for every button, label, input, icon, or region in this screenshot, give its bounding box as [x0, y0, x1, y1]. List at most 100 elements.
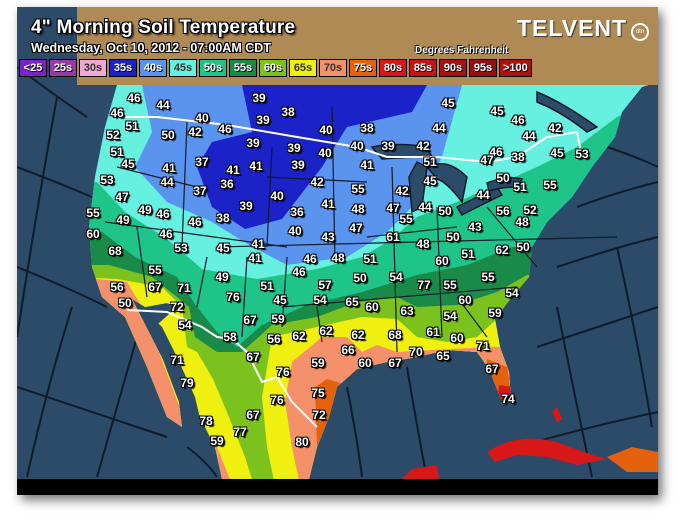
station-temperature: 59	[210, 434, 224, 448]
station-temperature: 61	[386, 230, 400, 244]
station-temperature: 46	[156, 207, 170, 221]
station-temperature: 54	[443, 309, 457, 323]
station-temperature: 48	[351, 202, 365, 216]
station-temperature: 45	[216, 241, 230, 255]
station-temperature: 38	[360, 121, 374, 135]
station-temperature: 48	[331, 251, 345, 265]
station-temperature: 56	[496, 204, 510, 218]
station-temperature: 67	[246, 350, 260, 364]
map-datetime: Wednesday, Oct 10, 2012 - 07:00AM CDT	[31, 41, 271, 55]
legend-swatch: 60s	[259, 59, 287, 77]
station-temperature: 80	[295, 435, 309, 449]
station-temperature: 51	[125, 119, 139, 133]
station-temperature: 40	[350, 139, 364, 153]
station-temperature: 67	[485, 362, 499, 376]
legend-swatch: 30s	[79, 59, 107, 77]
station-temperature: 40	[195, 111, 209, 125]
station-temperature: 61	[426, 325, 440, 339]
station-temperature: 39	[291, 158, 305, 172]
legend-swatch: 90s	[439, 59, 467, 77]
station-temperature: 39	[252, 91, 266, 105]
legend-swatch: 40s	[139, 59, 167, 77]
station-temperature: 50	[446, 230, 460, 244]
station-temperature: 57	[318, 278, 332, 292]
map-title: 4" Morning Soil Temperature	[31, 17, 296, 38]
station-temperature: 50	[516, 240, 530, 254]
station-temperature: 60	[365, 300, 379, 314]
station-temperature: 55	[443, 278, 457, 292]
soil-temperature-map: 46 44 46 51 40 42 50 46 39 38 39 40 52 39 39 40 51 45 37 41…	[17, 7, 658, 495]
station-temperature: 37	[193, 184, 207, 198]
hispaniola	[607, 447, 658, 472]
station-temperature: 48	[515, 215, 529, 229]
station-temperature: 62	[495, 243, 509, 257]
legend-swatch: 85s	[409, 59, 437, 77]
station-temperature: 41	[251, 237, 265, 251]
station-temperature: 51	[423, 155, 437, 169]
station-temperature: 66	[341, 343, 355, 357]
legend-swatch: 70s	[319, 59, 347, 77]
station-temperature: 53	[174, 241, 188, 255]
station-temperature: 68	[388, 328, 402, 342]
station-temperature: 56	[110, 280, 124, 294]
station-temperature: 50	[161, 128, 175, 142]
station-temperature: 39	[256, 113, 270, 127]
station-temperature: 55	[351, 182, 365, 196]
legend-swatch: 95s	[469, 59, 497, 77]
great-lakes	[370, 90, 599, 216]
legend-swatch: <25	[19, 59, 47, 77]
station-temperature: 41	[226, 163, 240, 177]
us-canada-border	[115, 116, 583, 164]
station-temperature: 47	[115, 190, 129, 204]
station-temperature: 40	[288, 224, 302, 238]
station-temperature: 51	[461, 247, 475, 261]
dtn-logo-badge: dtn	[631, 23, 649, 41]
station-temperature: 65	[345, 295, 359, 309]
station-temperature: 46	[303, 252, 317, 266]
station-temperature: 45	[121, 157, 135, 171]
station-temperature: 49	[138, 203, 152, 217]
station-temperature: 44	[160, 175, 174, 189]
station-temperature: 45	[273, 293, 287, 307]
station-temperature: 55	[399, 212, 413, 226]
station-temperature: 75	[311, 386, 325, 400]
station-temperature: 38	[281, 105, 295, 119]
station-temperature: 52	[523, 203, 537, 217]
station-temperature: 44	[418, 200, 432, 214]
legend-swatch: >100	[499, 59, 532, 77]
station-temperature: 58	[223, 330, 237, 344]
station-temperature: 51	[513, 180, 527, 194]
station-temperature: 42	[310, 175, 324, 189]
station-temperature: 40	[270, 189, 284, 203]
station-temperature: 42	[548, 121, 562, 135]
legend-swatch: 80s	[379, 59, 407, 77]
legend-swatch: 75s	[349, 59, 377, 77]
station-temperature: 42	[188, 125, 202, 139]
station-temperature: 72	[312, 408, 326, 422]
station-temperature: 71	[177, 281, 191, 295]
station-temperature: 41	[249, 159, 263, 173]
station-temperature: 79	[180, 376, 194, 390]
color-legend: <25 25s 30s 35s 40s 45s 50s 55s 60s 65s 70s 75s 80s 8…	[19, 59, 532, 77]
station-temperature: 78	[199, 414, 213, 428]
station-temperature: 43	[321, 230, 335, 244]
station-temperature: 46	[159, 227, 173, 241]
station-temperature: 47	[349, 221, 363, 235]
station-temperature: 50	[496, 171, 510, 185]
station-temperature: 48	[416, 237, 430, 251]
station-temperature: 60	[435, 254, 449, 268]
station-temperature: 45	[550, 146, 564, 160]
station-temperature: 63	[400, 304, 414, 318]
station-temperature: 53	[575, 147, 589, 161]
station-temperature: 62	[292, 329, 306, 343]
station-temperature: 42	[416, 139, 430, 153]
station-temperature: 54	[505, 286, 519, 300]
station-temperature: 41	[162, 161, 176, 175]
station-temperature: 52	[106, 128, 120, 142]
station-temperature: 39	[246, 136, 260, 150]
station-temperature: 39	[239, 199, 253, 213]
station-temperature: 46	[292, 265, 306, 279]
station-temperature: 54	[389, 270, 403, 284]
station-temperature: 38	[511, 150, 525, 164]
station-temperature: 45	[490, 104, 504, 118]
